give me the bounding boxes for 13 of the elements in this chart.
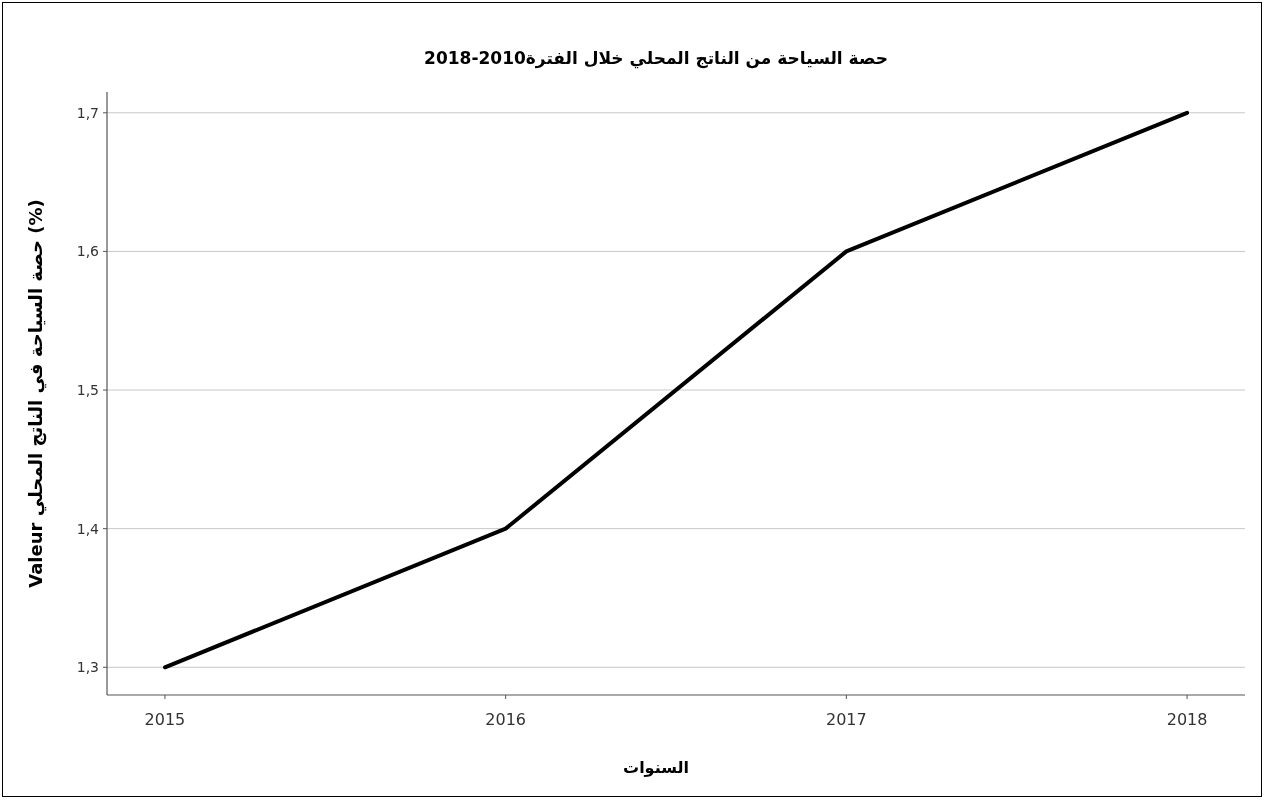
x-tick-label: 2016 (485, 710, 526, 729)
y-axis-title: Valeur حصة السياحة في الناتج المحلي (%) (25, 199, 47, 588)
x-tick-label: 2017 (826, 710, 867, 729)
x-tick-label: 2015 (144, 710, 186, 729)
y-tick-label: 1,6 (76, 243, 100, 260)
chart-title: حصة السياحة من الناتج المحلي خلال الفترة2010-2018 (424, 48, 888, 69)
line-series (162, 110, 1190, 670)
y-tick-label: 1,7 (76, 104, 99, 121)
y-tick-label: 1,4 (76, 520, 100, 537)
x-tick-label: 2018 (1166, 710, 1208, 729)
x-axis-title: السنوات (623, 758, 689, 777)
y-tick-label: 1,3 (76, 659, 99, 676)
y-tick-label: 1,5 (76, 382, 99, 399)
